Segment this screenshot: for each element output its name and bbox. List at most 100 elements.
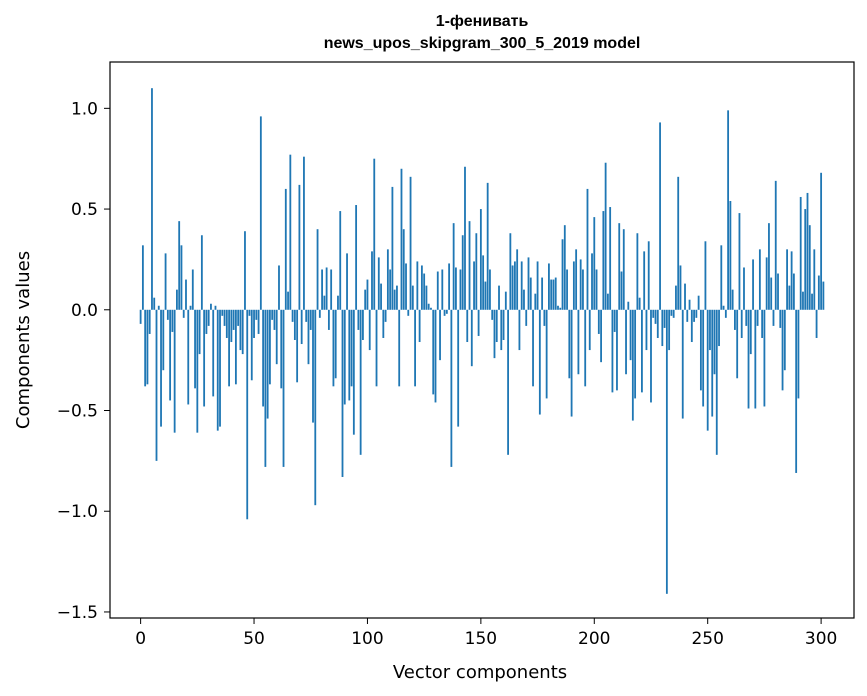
bar — [641, 309, 643, 393]
bar — [479, 209, 482, 310]
bar — [164, 253, 167, 310]
bar — [253, 309, 255, 338]
bar — [738, 213, 741, 310]
bar — [652, 309, 655, 318]
bar — [348, 309, 351, 401]
bar — [770, 277, 773, 310]
bar — [246, 309, 249, 520]
bar — [432, 309, 435, 395]
bar — [802, 291, 804, 310]
bar — [241, 309, 244, 355]
bar — [151, 88, 153, 310]
bar — [659, 122, 661, 310]
bar — [273, 309, 276, 330]
bar — [316, 229, 319, 310]
bar — [287, 291, 289, 310]
bar — [312, 309, 314, 423]
bar — [734, 309, 736, 330]
bar — [763, 309, 766, 407]
bar — [355, 205, 358, 310]
bar — [191, 269, 194, 310]
bar — [473, 261, 475, 310]
bar — [706, 309, 709, 431]
bar — [688, 299, 691, 310]
bar — [171, 309, 174, 332]
bar — [461, 235, 464, 310]
bar — [180, 245, 183, 310]
bar — [724, 309, 727, 318]
bar — [643, 251, 646, 310]
bar — [715, 309, 718, 455]
bar — [545, 309, 548, 399]
bar — [464, 166, 466, 310]
bar — [148, 309, 151, 334]
bar — [749, 309, 752, 355]
bar — [402, 229, 405, 310]
x-tick-label: 150 — [465, 629, 497, 649]
bar — [792, 273, 795, 310]
bar — [141, 245, 144, 310]
bar — [418, 309, 421, 343]
bar — [300, 309, 303, 345]
bar — [532, 309, 534, 387]
bar — [543, 309, 546, 326]
bar — [284, 188, 287, 310]
y-tick-label: −1.5 — [57, 603, 98, 623]
bar — [665, 309, 668, 594]
x-axis-label: Vector components — [393, 662, 567, 683]
bar — [697, 295, 700, 310]
bar — [493, 309, 496, 359]
bar — [207, 309, 210, 326]
bar — [225, 309, 228, 338]
x-tick-label: 300 — [805, 629, 837, 649]
bar — [223, 309, 226, 326]
bar — [339, 211, 342, 310]
bar — [198, 309, 201, 355]
bar — [489, 269, 491, 310]
bar — [307, 309, 310, 365]
bar — [250, 309, 253, 381]
bar — [504, 291, 507, 310]
bar — [702, 309, 705, 407]
bar — [144, 309, 147, 387]
bar — [765, 257, 768, 310]
bar — [561, 239, 564, 310]
bar — [538, 309, 541, 415]
bar — [693, 309, 695, 322]
bar — [341, 309, 344, 477]
bar — [196, 309, 199, 433]
bar — [498, 285, 500, 310]
bar — [255, 309, 258, 320]
bar — [761, 309, 764, 338]
bar — [244, 231, 246, 310]
bar — [500, 309, 503, 351]
bar — [259, 116, 262, 310]
bar — [228, 309, 230, 387]
bar — [790, 251, 793, 310]
bar — [713, 309, 716, 375]
bar — [269, 309, 271, 385]
bar — [595, 269, 598, 310]
bar — [550, 279, 553, 310]
bar — [747, 309, 750, 409]
bar — [475, 233, 478, 310]
bar — [491, 309, 494, 320]
bar — [684, 283, 686, 310]
bar — [425, 285, 428, 310]
bar — [627, 301, 630, 310]
bar — [566, 269, 568, 310]
bar — [731, 289, 734, 310]
bar — [572, 261, 575, 310]
bar — [579, 259, 582, 310]
bar — [210, 303, 212, 310]
bar — [282, 309, 285, 467]
bar — [811, 293, 813, 310]
bar — [289, 154, 292, 310]
bar — [668, 309, 671, 351]
bar — [611, 309, 614, 393]
bar — [321, 269, 323, 310]
bar — [795, 309, 798, 473]
bar — [364, 289, 367, 310]
bar — [445, 309, 448, 314]
bar — [779, 309, 782, 328]
